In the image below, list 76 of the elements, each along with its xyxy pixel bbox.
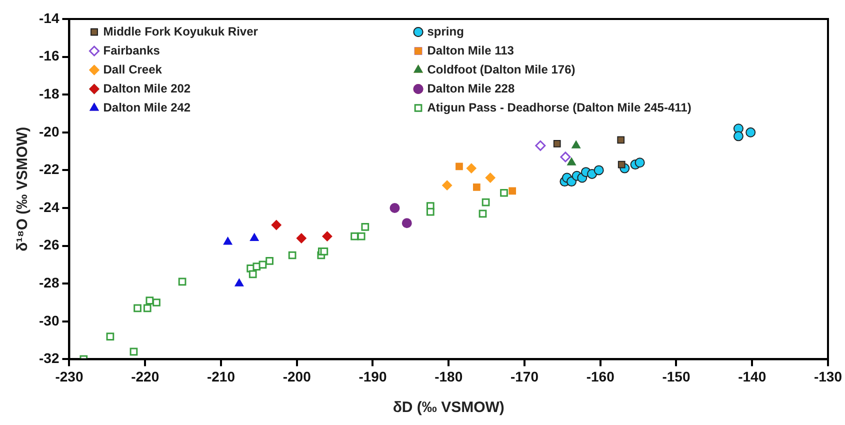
point [146, 296, 154, 305]
y-tick-label: -16 [39, 48, 60, 64]
y-tick-label: -18 [39, 85, 60, 102]
legend-label: spring [427, 24, 464, 38]
x-tick-label: -150 [662, 368, 690, 384]
x-tick-label: -230 [55, 368, 84, 384]
point [320, 248, 328, 256]
point [234, 278, 244, 286]
y-tick-label: -14 [39, 10, 60, 26]
point [402, 218, 412, 228]
legend-label: Dalton Mile 113 [427, 43, 514, 58]
point [482, 198, 490, 206]
point [390, 203, 400, 213]
point [178, 278, 186, 286]
point [618, 160, 626, 168]
point [322, 231, 332, 242]
legend-label: Middle Fork Koyukuk River [103, 24, 258, 38]
point [594, 165, 604, 176]
point [361, 222, 370, 231]
x-tick-label: -180 [434, 368, 463, 384]
point [350, 232, 358, 240]
y-tick-label: -26 [39, 236, 60, 253]
point [572, 140, 580, 148]
point [134, 304, 142, 312]
point [143, 304, 152, 312]
y-tick-label: -30 [39, 312, 60, 328]
legend-label: Coldfoot (Dalton Mile 176) [427, 62, 576, 76]
x-axis-title: δD (‰ VSMOW) [392, 399, 504, 416]
point [223, 237, 232, 245]
y-tick-label: -20 [39, 123, 60, 140]
point [634, 158, 645, 168]
point [130, 348, 138, 356]
y-axis-title: δ¹⁸O (‰ VSMOW) [14, 126, 32, 252]
point [152, 298, 160, 306]
legend-label: Atigun Pass - Deadhorse (Dalton Mile 245-411) [427, 100, 692, 114]
point [266, 256, 274, 265]
y-tick-label: -22 [39, 161, 60, 178]
x-tick-label: -210 [206, 368, 236, 384]
point [553, 140, 561, 148]
point [617, 136, 625, 144]
x-tick-label: -170 [510, 368, 539, 384]
x-tick-label: -140 [738, 368, 766, 384]
y-tick-label: -28 [39, 274, 60, 290]
point [485, 172, 496, 183]
point [466, 163, 476, 174]
point [473, 184, 480, 191]
legend-label: Dalton Mile 202 [103, 81, 191, 96]
point [567, 158, 576, 166]
point [426, 208, 434, 216]
point [248, 270, 257, 278]
y-tick-label: -32 [39, 350, 60, 366]
point [456, 162, 463, 170]
point [535, 140, 546, 151]
legend-label: Dall Creek [103, 62, 162, 76]
x-tick-label: -130 [814, 368, 842, 384]
point [508, 187, 516, 195]
point [500, 188, 508, 197]
point [746, 127, 756, 138]
point [442, 180, 452, 190]
point [288, 251, 296, 260]
point [733, 131, 744, 142]
legend-label: Fairbanks [103, 43, 160, 58]
point [478, 210, 487, 218]
point [271, 220, 282, 230]
point [296, 233, 306, 244]
x-tick-label: -160 [586, 368, 615, 384]
legend-label: Dalton Mile 242 [103, 100, 191, 114]
x-tick-label: -190 [358, 368, 387, 384]
point [106, 332, 114, 340]
x-tick-label: -220 [131, 368, 160, 384]
x-tick-label: -200 [282, 368, 312, 384]
point [560, 152, 571, 162]
point [250, 233, 259, 241]
point [357, 232, 366, 240]
y-tick-label: -24 [39, 198, 60, 215]
legend-label: Dalton Mile 228 [427, 81, 515, 96]
